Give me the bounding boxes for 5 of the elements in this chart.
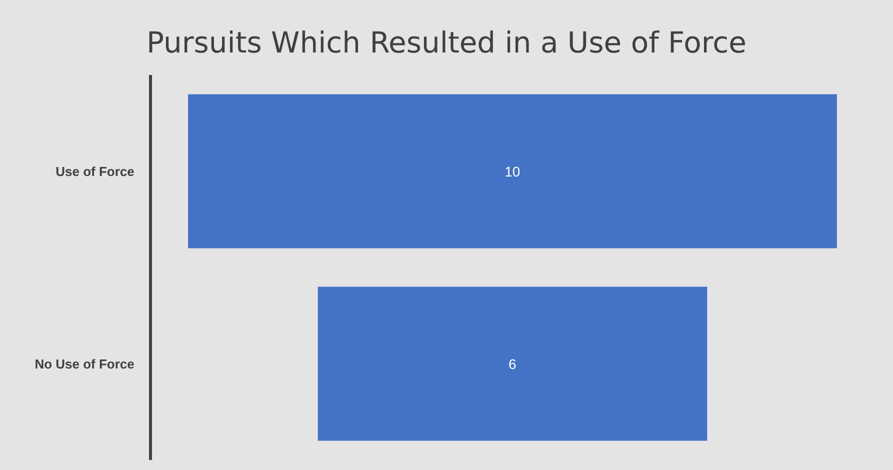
text: Pursuits Which Resulted in a Use of Force — [146, 25, 746, 60]
data-label: 6 — [508, 356, 516, 372]
category-label: No Use of Force — [34, 356, 134, 372]
category-label: Use of Force — [56, 164, 134, 179]
data-label: 10 — [504, 163, 520, 180]
